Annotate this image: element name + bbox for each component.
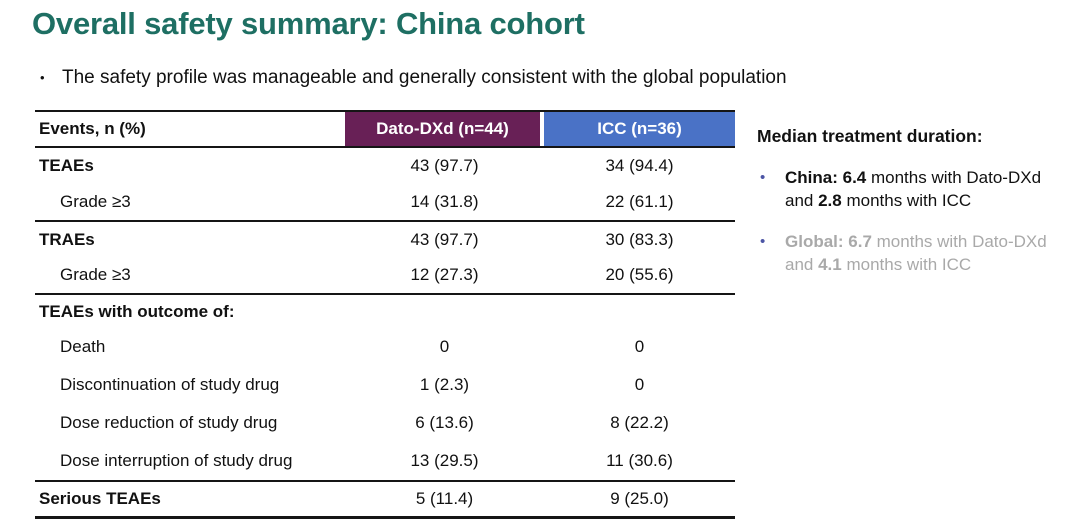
slide-title: Overall safety summary: China cohort (32, 6, 585, 41)
dato-value: 0 (439, 337, 450, 356)
event-label: Dose interruption of study drug (60, 451, 293, 470)
table-row-serious-teaes: Serious TEAEs 5 (11.4) 9 (25.0) (35, 480, 735, 516)
china-text-end: months with ICC (841, 191, 972, 210)
table-row-teaes: TEAEs 43 (97.7) 34 (94.4) (35, 148, 735, 184)
table-header-row: Events, n (%) Dato-DXd (n=44) ICC (n=36) (35, 110, 735, 148)
dato-value: 6 (13.6) (415, 413, 474, 432)
global-duration-text: Global: 6.7 months with Dato-DXd and 4.1… (785, 230, 1057, 276)
global-duration-bullet: • Global: 6.7 months with Dato-DXd and 4… (757, 230, 1073, 276)
dato-value: 14 (31.8) (410, 192, 479, 211)
event-label: Serious TEAEs (39, 489, 161, 508)
event-label: Death (60, 337, 106, 356)
event-label: TEAEs with outcome of: (39, 301, 235, 321)
bullet-icon: • (760, 169, 766, 186)
table-row-traes: TRAEs 43 (97.7) 30 (83.3) (35, 220, 735, 257)
lead-bullet-item: • The safety profile was manageable and … (40, 64, 787, 91)
china-text-mid: months with Dato-DXd and (785, 168, 1042, 210)
china-label: China: (785, 168, 843, 187)
event-label: TEAEs (39, 156, 94, 175)
event-label: Discontinuation of study drug (60, 375, 280, 394)
global-label: Global: (785, 232, 849, 251)
event-label: Grade ≥3 (60, 265, 131, 284)
bullet-icon: • (40, 70, 45, 85)
icc-value: 11 (30.6) (606, 451, 673, 470)
icc-value: 9 (25.0) (610, 489, 669, 508)
icc-value: 8 (22.2) (610, 413, 669, 432)
column-header-icc: ICC (n=36) (544, 112, 735, 146)
global-dato-months: 6.7 (848, 232, 872, 251)
event-label: TRAEs (39, 229, 95, 249)
event-label: Grade ≥3 (60, 192, 131, 211)
dato-value: 43 (97.7) (410, 229, 479, 249)
column-header-events: Events, n (%) (39, 119, 146, 138)
global-text-end: months with ICC (841, 255, 972, 274)
table-row-teaes-outcome-header: TEAEs with outcome of: (35, 293, 735, 328)
bullet-icon: • (760, 233, 766, 250)
table-row-dose-interruption: Dose interruption of study drug 13 (29.5… (35, 442, 735, 480)
dato-value: 1 (2.3) (419, 375, 470, 394)
icc-value: 30 (83.3) (605, 229, 674, 249)
table-row-teaes-grade3: Grade ≥3 14 (31.8) 22 (61.1) (35, 184, 735, 220)
column-header-dato-dxd: Dato-DXd (n=44) (345, 112, 544, 146)
china-duration-text: China: 6.4 months with Dato-DXd and 2.8 … (785, 166, 1057, 212)
china-icc-months: 2.8 (818, 191, 842, 210)
dato-value: 13 (29.5) (410, 451, 479, 470)
china-duration-bullet: • China: 6.4 months with Dato-DXd and 2.… (757, 166, 1073, 212)
global-text-mid: months with Dato-DXd and (785, 232, 1047, 274)
table-row-death: Death 0 0 (35, 328, 735, 366)
table-row-discontinuation: Discontinuation of study drug 1 (2.3) 0 (35, 366, 735, 404)
icc-value: 20 (55.6) (605, 265, 674, 284)
treatment-duration-panel: Median treatment duration: • China: 6.4 … (757, 126, 1073, 294)
icc-value: 22 (61.1) (605, 192, 674, 211)
icc-value: 0 (634, 337, 645, 356)
dato-value: 43 (97.7) (410, 156, 479, 175)
global-icc-months: 4.1 (818, 255, 842, 274)
event-label: Dose reduction of study drug (60, 413, 278, 432)
safety-summary-table: Events, n (%) Dato-DXd (n=44) ICC (n=36)… (35, 110, 735, 519)
china-dato-months: 6.4 (842, 168, 867, 187)
panel-heading: Median treatment duration: (757, 126, 983, 146)
icc-value: 34 (94.4) (605, 156, 674, 175)
icc-value: 0 (634, 375, 645, 394)
dato-value: 12 (27.3) (410, 265, 479, 284)
lead-bullet-text: The safety profile was manageable and ge… (62, 67, 787, 88)
table-row-traes-grade3: Grade ≥3 12 (27.3) 20 (55.6) (35, 257, 735, 293)
dato-value: 5 (11.4) (415, 489, 474, 508)
table-row-dose-reduction: Dose reduction of study drug 6 (13.6) 8 … (35, 404, 735, 442)
